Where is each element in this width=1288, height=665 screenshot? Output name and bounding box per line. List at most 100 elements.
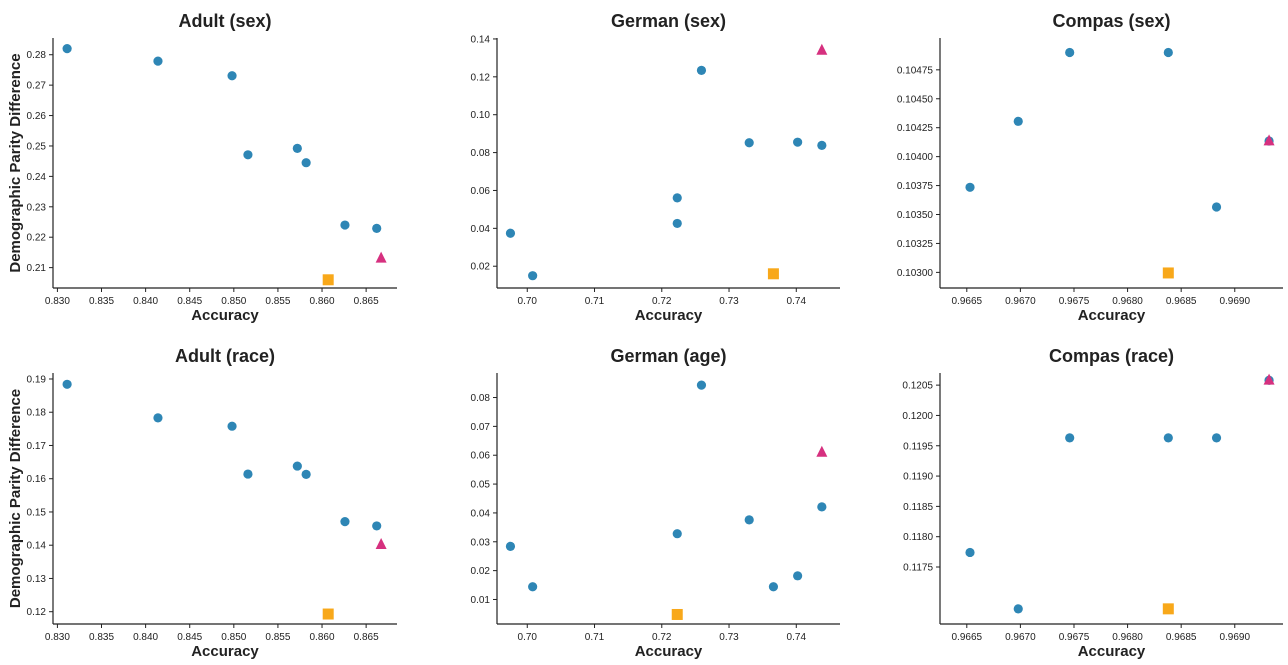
circle-point — [153, 56, 163, 66]
square-point — [767, 268, 779, 280]
y-axis-label: Demographic Parity Difference — [7, 53, 24, 272]
triangle-point — [816, 445, 828, 457]
y-tick-label: 0.10350 — [897, 210, 934, 221]
circle-point — [292, 461, 302, 471]
circle-point — [744, 138, 754, 148]
circle-point — [1163, 47, 1173, 58]
x-tick-label: 0.850 — [221, 296, 246, 307]
x-tick-label: 0.840 — [133, 632, 158, 643]
x-tick-label: 0.835 — [89, 632, 114, 643]
chart-panel: Compas (race) 0.9665 0.9670 0.9675 0.9680 0.9… — [902, 346, 1283, 660]
chart-title: German (age) — [610, 346, 726, 366]
circle-point — [505, 541, 516, 551]
circle-point — [528, 582, 538, 592]
y-tick-label: 0.28 — [27, 50, 47, 61]
x-tick-label: 0.830 — [45, 296, 70, 307]
chart-panel: German (age) 0.70 0.71 0.72 0.73 0.74 0.01 0.02… — [471, 346, 840, 660]
square-point — [322, 274, 334, 286]
square-point — [1162, 267, 1174, 279]
y-tick-label: 0.27 — [27, 81, 47, 92]
x-tick-label: 0.850 — [221, 632, 246, 643]
circle-point — [672, 218, 682, 229]
y-tick-label: 0.02 — [471, 566, 491, 577]
x-tick-label: 0.9680 — [1112, 632, 1143, 643]
x-tick-label: 0.9690 — [1219, 296, 1250, 307]
x-tick-label: 0.845 — [177, 632, 202, 643]
circle-point — [243, 469, 253, 479]
y-tick-label: 0.1195 — [903, 441, 933, 452]
triangle-point — [816, 43, 828, 55]
y-tick-label: 0.15 — [27, 507, 47, 518]
y-tick-label: 0.1205 — [902, 381, 933, 392]
y-tick-label: 0.07 — [471, 422, 491, 433]
y-tick-label: 0.1175 — [903, 563, 933, 574]
y-tick-label: 0.05 — [471, 480, 491, 491]
y-tick-label: 0.04 — [471, 508, 491, 519]
circle-point — [372, 223, 382, 233]
x-tick-label: 0.860 — [310, 632, 335, 643]
x-tick-label: 0.9685 — [1166, 632, 1197, 643]
circle-point — [340, 517, 350, 527]
chart-panel: Adult (race) 0.830 0.835 0.840 0.845 0.850 0.8… — [7, 346, 397, 660]
y-tick-label: 0.23 — [27, 202, 47, 213]
circle-point — [227, 71, 237, 81]
x-tick-label: 0.72 — [652, 632, 672, 643]
y-tick-label: 0.19 — [27, 374, 47, 385]
chart-panel: Adult (sex) 0.830 0.835 0.840 0.845 0.850 0.85… — [7, 11, 397, 324]
y-tick-label: 0.21 — [27, 263, 47, 274]
x-tick-label: 0.73 — [719, 296, 739, 307]
circle-point — [227, 421, 237, 431]
circle-point — [744, 515, 754, 525]
y-tick-label: 0.24 — [27, 172, 47, 183]
triangle-point — [1263, 134, 1275, 146]
circle-point — [696, 380, 707, 390]
y-tick-label: 0.10375 — [897, 181, 934, 192]
y-tick-label: 0.01 — [471, 595, 491, 606]
circle-point — [292, 143, 302, 154]
y-tick-label: 0.10400 — [897, 152, 934, 163]
x-tick-label: 0.830 — [45, 632, 70, 643]
chart-title: German (sex) — [611, 11, 726, 31]
circle-point — [1013, 604, 1023, 614]
triangle-point — [375, 251, 387, 263]
x-tick-label: 0.865 — [354, 296, 379, 307]
x-axis-label: Accuracy — [635, 643, 703, 660]
y-tick-label: 0.10425 — [897, 123, 934, 134]
circle-point — [153, 413, 163, 423]
circle-point — [243, 150, 253, 160]
y-tick-label: 0.06 — [471, 451, 491, 462]
y-tick-label: 0.10325 — [897, 239, 934, 250]
circle-point — [301, 469, 311, 479]
y-tick-label: 0.1180 — [903, 532, 933, 543]
circle-point — [696, 65, 707, 75]
y-tick-label: 0.08 — [471, 393, 491, 404]
y-tick-label: 0.06 — [471, 186, 491, 197]
x-tick-label: 0.855 — [265, 296, 290, 307]
x-tick-label: 0.860 — [310, 296, 335, 307]
x-tick-label: 0.72 — [652, 296, 672, 307]
y-tick-label: 0.25 — [27, 141, 47, 152]
chart-title: Compas (sex) — [1052, 11, 1170, 31]
x-tick-label: 0.9675 — [1059, 296, 1090, 307]
circle-point — [793, 137, 803, 147]
triangle-point — [375, 537, 387, 549]
circle-point — [62, 44, 72, 54]
chart-title: Adult (race) — [175, 346, 275, 366]
circle-point — [768, 582, 779, 592]
x-tick-label: 0.70 — [518, 296, 538, 307]
y-tick-label: 0.1185 — [903, 502, 933, 513]
y-tick-label: 0.03 — [471, 537, 491, 548]
circle-point — [672, 529, 682, 539]
circle-point — [528, 271, 538, 281]
x-tick-label: 0.70 — [518, 632, 538, 643]
y-tick-label: 0.10 — [471, 110, 491, 121]
circle-point — [301, 158, 311, 168]
x-tick-label: 0.9670 — [1005, 632, 1036, 643]
circle-point — [1211, 433, 1222, 443]
y-tick-label: 0.1190 — [903, 472, 933, 483]
x-tick-label: 0.71 — [585, 632, 605, 643]
chart-title: Compas (race) — [1049, 346, 1174, 366]
x-tick-label: 0.71 — [585, 296, 605, 307]
y-tick-label: 0.12 — [471, 72, 491, 83]
